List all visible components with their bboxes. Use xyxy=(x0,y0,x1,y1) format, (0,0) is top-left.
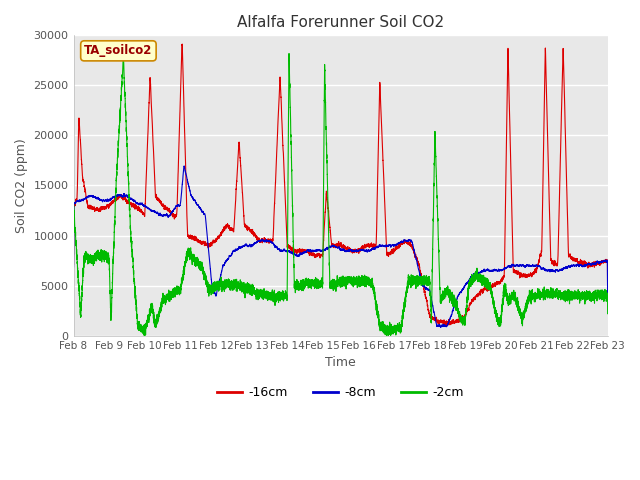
Title: Alfalfa Forerunner Soil CO2: Alfalfa Forerunner Soil CO2 xyxy=(237,15,444,30)
X-axis label: Time: Time xyxy=(325,356,356,369)
Y-axis label: Soil CO2 (ppm): Soil CO2 (ppm) xyxy=(15,138,28,233)
Text: TA_soilco2: TA_soilco2 xyxy=(84,44,152,57)
Legend: -16cm, -8cm, -2cm: -16cm, -8cm, -2cm xyxy=(212,382,468,405)
